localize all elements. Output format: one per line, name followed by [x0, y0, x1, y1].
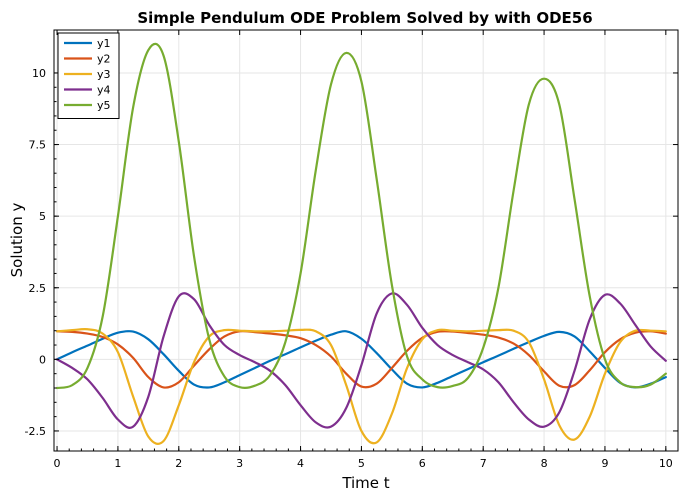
x-axis-label: Time t [341, 474, 389, 492]
series-line-y5 [55, 42, 667, 390]
chart-title: Simple Pendulum ODE Problem Solved by wi… [137, 9, 592, 27]
series-line-y3 [55, 328, 667, 445]
series-line-y2 [55, 329, 667, 389]
y-tick-label: 0 [39, 353, 46, 366]
legend-label-y4: y4 [97, 84, 111, 97]
y-tick-label: 10 [32, 67, 46, 80]
legend-label-y2: y2 [97, 53, 111, 66]
legend-label-y5: y5 [97, 99, 111, 112]
grid [54, 30, 678, 451]
x-tick-label: 1 [114, 457, 121, 470]
x-tick-label: 8 [541, 457, 548, 470]
y-tick-label: -2.5 [25, 425, 46, 438]
legend: y1 y2 y3 y4 y5 [57, 32, 120, 119]
series-line-y4 [55, 292, 667, 429]
x-tick-label: 9 [601, 457, 608, 470]
x-tick-label: 4 [297, 457, 304, 470]
x-tick-label: 7 [480, 457, 487, 470]
y-tick-label: 2.5 [29, 282, 47, 295]
x-tick-label: 3 [236, 457, 243, 470]
x-tick-label: 5 [358, 457, 365, 470]
y-tick-label: 5 [39, 210, 46, 223]
series-layer [55, 42, 667, 445]
x-tick-label: 0 [54, 457, 61, 470]
plot-frame [53, 29, 679, 452]
axis-ticks: 0 1 2 3 4 5 6 7 8 9 10 -2.5 0 2.5 5 7.5 10 [25, 30, 678, 470]
x-tick-label: 10 [659, 457, 673, 470]
legend-label-y3: y3 [97, 68, 111, 81]
y-tick-label: 7.5 [29, 139, 47, 152]
x-tick-label: 2 [175, 457, 182, 470]
y-axis-label: Solution y [8, 203, 26, 278]
legend-label-y1: y1 [97, 37, 111, 50]
x-tick-label: 6 [419, 457, 426, 470]
